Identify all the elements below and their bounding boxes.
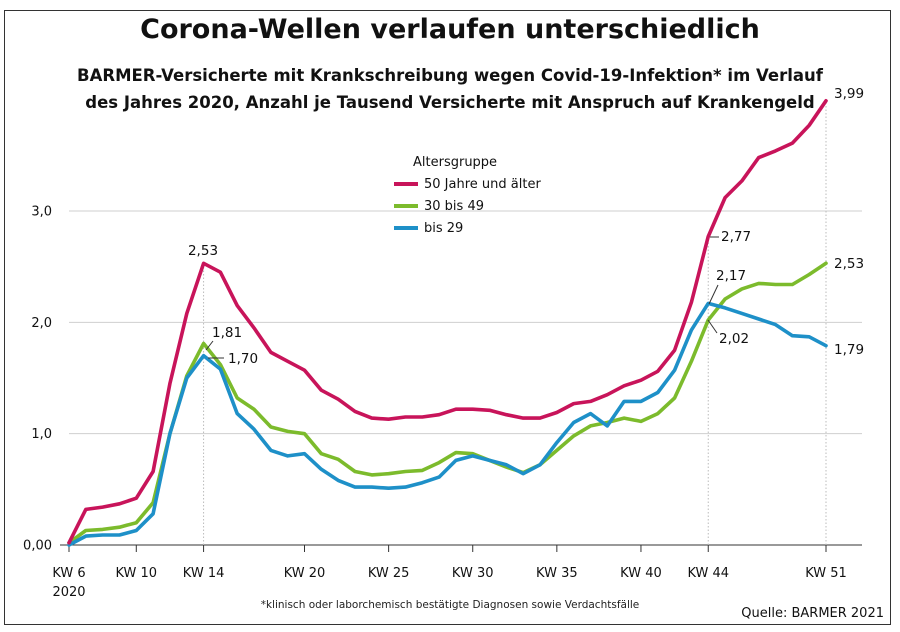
footnote: *klinisch oder laborchemisch bestätigte … [260,599,640,611]
legend-title: Altersgruppe [413,155,497,170]
x-tick-label: KW 20 [284,566,326,581]
x-tick-label: KW 35 [536,566,578,581]
y-tick-label: 2,0 [31,316,52,331]
data-label: 2,53 [834,256,864,272]
series-line-1 [67,261,828,545]
source-label: Quelle: BARMER 2021 [739,606,886,621]
series-line-0 [67,99,828,545]
data-label: 3,99 [834,86,864,102]
chart-subtitle-line2: des Jahres 2020, Anzahl je Tausend Versi… [85,93,815,112]
x-tick-label-year: 2020 [52,585,85,600]
x-tick-label: KW 25 [368,566,410,581]
data-label: 1,81 [212,325,242,341]
series-line-2 [67,301,828,547]
data-label: 2,53 [188,243,218,259]
legend-label: bis 29 [424,221,463,236]
legend-label: 50 Jahre und älter [424,177,541,192]
y-tick-label: 3,0 [31,205,52,220]
data-label: 1,79 [834,342,864,358]
x-tick-label: KW 51 [805,566,847,581]
x-tick-label: KW 14 [183,566,225,581]
y-tick-label: 1,0 [31,427,52,442]
data-label: 2,02 [719,331,749,347]
data-label: 1,70 [228,351,258,367]
x-tick-label: KW 44 [687,566,729,581]
x-tick-label: KW 40 [620,566,662,581]
data-label: 2,77 [721,229,751,245]
annotation-leader [707,319,718,334]
data-label: 2,17 [716,268,746,284]
annotation-leader [205,340,214,351]
x-tick-label: KW 10 [115,566,157,581]
chart-frame [4,10,891,625]
x-tick-label: KW 30 [452,566,494,581]
x-tick-label: KW 6 [52,566,85,581]
chart-title: Corona-Wellen verlaufen unterschiedlich [140,14,760,45]
y-tick-label: 0,00 [23,539,52,554]
annotation-leader [708,284,719,305]
legend-label: 30 bis 49 [424,199,484,214]
chart-subtitle-line1: BARMER-Versicherte mit Krankschreibung w… [77,66,823,85]
